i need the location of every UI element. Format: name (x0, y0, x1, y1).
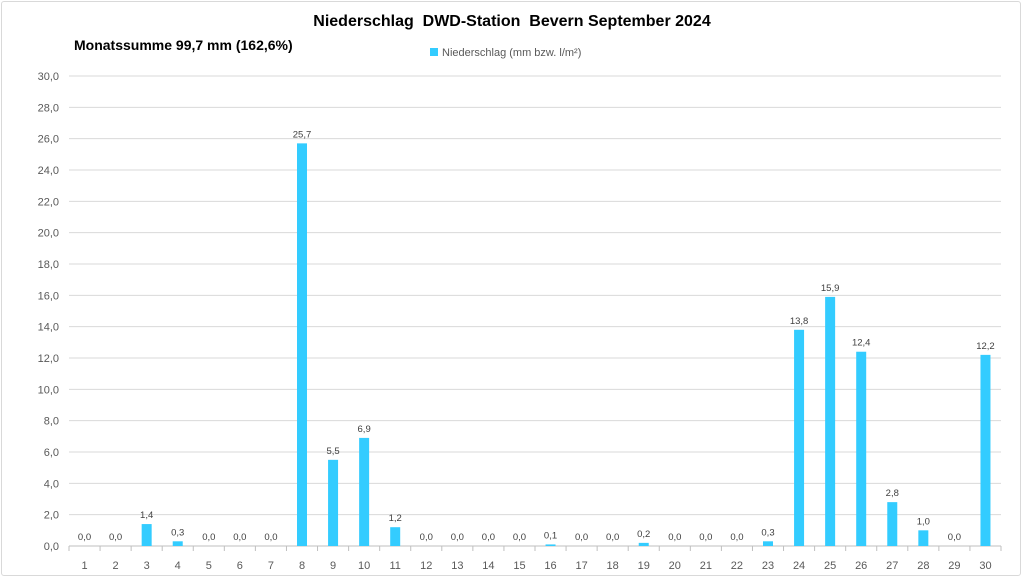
data-label: 0,0 (575, 532, 588, 543)
x-tick-label: 30 (979, 560, 991, 572)
x-tick-label: 23 (762, 560, 774, 572)
y-tick-label: 20,0 (38, 228, 59, 240)
x-tick-label: 27 (886, 560, 898, 572)
y-tick-label: 4,0 (44, 478, 59, 490)
bar (825, 296, 836, 546)
data-label: 5,5 (326, 446, 339, 457)
data-label: 12,2 (976, 341, 995, 352)
bar (172, 541, 183, 546)
data-label: 0,0 (699, 532, 712, 543)
y-tick-label: 22,0 (38, 196, 59, 208)
x-tick-label: 8 (299, 560, 305, 572)
data-label: 0,2 (637, 529, 650, 540)
x-tick-label: 22 (731, 560, 743, 572)
y-tick-label: 6,0 (44, 447, 59, 459)
data-label: 0,0 (78, 532, 91, 543)
data-label: 0,0 (109, 532, 122, 543)
legend-label: Niederschlag (mm bzw. l/m²) (442, 47, 581, 59)
data-label: 0,0 (730, 532, 743, 543)
y-tick-label: 30,0 (38, 71, 59, 83)
bar (918, 530, 929, 546)
x-tick-label: 3 (144, 560, 150, 572)
data-label: 2,8 (886, 488, 899, 499)
x-tick-label: 9 (330, 560, 336, 572)
x-tick-label: 13 (451, 560, 463, 572)
x-tick-label: 19 (638, 560, 650, 572)
x-tick-label: 26 (855, 560, 867, 572)
y-tick-label: 14,0 (38, 322, 59, 334)
x-tick-label: 5 (206, 560, 212, 572)
y-tick-label: 10,0 (38, 384, 59, 396)
bar (545, 544, 556, 546)
bar (763, 541, 773, 546)
bar (980, 354, 991, 546)
data-label: 0,1 (544, 530, 557, 541)
data-label: 0,0 (264, 532, 277, 543)
x-tick-label: 28 (917, 560, 929, 572)
x-tick-label: 11 (389, 560, 400, 572)
x-tick-label: 14 (482, 560, 494, 572)
y-tick-label: 26,0 (38, 134, 59, 146)
x-tick-label: 16 (544, 560, 556, 572)
x-tick-label: 12 (420, 560, 432, 572)
x-tick-label: 20 (669, 560, 681, 572)
bar (297, 143, 307, 546)
x-tick-label: 17 (575, 560, 587, 572)
x-tick-label: 1 (81, 560, 87, 572)
x-tick-label: 21 (700, 560, 712, 572)
data-label: 6,9 (358, 424, 371, 435)
y-tick-label: 24,0 (38, 165, 59, 177)
bar (328, 459, 339, 546)
data-label: 12,4 (852, 338, 871, 349)
bar (856, 351, 867, 546)
x-tick-label: 25 (824, 560, 836, 572)
data-label: 0,0 (420, 532, 433, 543)
data-label: 1,0 (917, 516, 930, 527)
data-label: 0,0 (451, 532, 464, 543)
y-tick-label: 0,0 (44, 541, 59, 553)
y-tick-label: 16,0 (38, 290, 59, 302)
data-label: 0,0 (482, 532, 495, 543)
x-tick-label: 4 (175, 560, 181, 572)
data-label: 15,9 (821, 283, 840, 294)
y-tick-label: 18,0 (38, 259, 59, 271)
data-label: 0,0 (513, 532, 526, 543)
y-tick-label: 8,0 (44, 416, 59, 428)
data-label: 0,0 (233, 532, 246, 543)
data-label: 0,3 (761, 527, 774, 538)
bar (794, 329, 805, 546)
data-label: 0,0 (948, 532, 961, 543)
data-label: 0,3 (171, 527, 184, 538)
bar (141, 524, 152, 546)
legend-swatch (430, 48, 438, 56)
y-tick-label: 28,0 (38, 102, 59, 114)
data-label: 13,8 (790, 316, 809, 327)
x-tick-label: 29 (948, 560, 960, 572)
x-tick-label: 7 (268, 560, 274, 572)
y-tick-label: 2,0 (44, 510, 59, 522)
x-tick-label: 18 (607, 560, 619, 572)
data-label: 25,7 (293, 129, 312, 140)
data-label: 0,0 (202, 532, 215, 543)
chart-subtitle: Monatssumme 99,7 mm (162,6%) (74, 37, 293, 53)
bar (390, 527, 401, 546)
y-tick-label: 12,0 (38, 353, 59, 365)
x-tick-label: 24 (793, 560, 805, 572)
data-label: 0,0 (606, 532, 619, 543)
bar (887, 502, 898, 546)
data-label: 0,0 (668, 532, 681, 543)
x-tick-label: 2 (113, 560, 119, 572)
x-tick-label: 10 (358, 560, 370, 572)
bar (638, 542, 649, 546)
chart-title: Niederschlag DWD-Station Bevern Septembe… (313, 13, 711, 30)
bar (359, 437, 370, 546)
data-label: 1,2 (389, 513, 402, 524)
x-tick-label: 6 (237, 560, 243, 572)
data-label: 1,4 (140, 510, 153, 521)
x-tick-label: 15 (513, 560, 525, 572)
